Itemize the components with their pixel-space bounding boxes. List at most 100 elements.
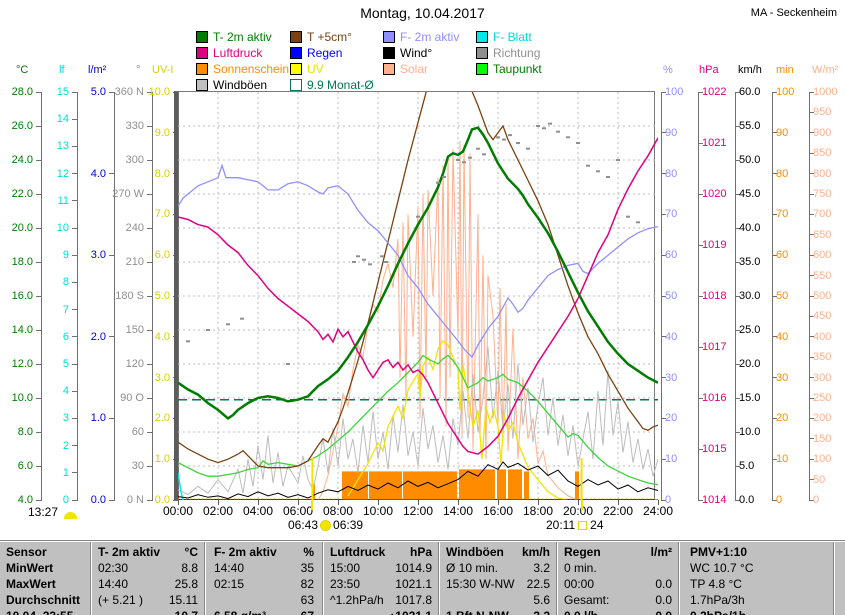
axis-tick bbox=[809, 438, 814, 440]
legend-item: T- 2m aktiv bbox=[196, 29, 290, 45]
axis-tick-label: 0.0 bbox=[90, 494, 106, 506]
axis-tick bbox=[772, 173, 777, 175]
axis-tick bbox=[698, 346, 703, 348]
axis-tick bbox=[72, 417, 77, 419]
legend-item: T +5cm° bbox=[290, 29, 383, 45]
axis-tick bbox=[809, 479, 814, 481]
table-cell-left: 00:00 bbox=[564, 577, 595, 591]
wind-direction-dot bbox=[542, 127, 546, 130]
table-cell-value: 82 bbox=[300, 577, 314, 591]
table-cell-value: 22.5 bbox=[526, 577, 550, 591]
wind-direction-dot bbox=[566, 136, 570, 139]
axis-tick bbox=[809, 315, 814, 317]
table-header-unit: % bbox=[303, 545, 314, 559]
axis-tick-label: 15 bbox=[56, 86, 69, 98]
table-header-cell: F- 2m aktiv% bbox=[214, 545, 314, 559]
axis-tick-label: 900 bbox=[813, 126, 832, 139]
sunset-annotation: 20:11 24 bbox=[546, 518, 604, 532]
legend-label: Solar bbox=[400, 62, 429, 76]
axis-tick-label: 1015 bbox=[702, 443, 727, 455]
axis-unit-km/h: km/h bbox=[738, 64, 762, 76]
axis-tick-label: 6.0 bbox=[154, 249, 170, 262]
axis-tick-label: 8.0 bbox=[154, 167, 170, 180]
axis-tick bbox=[72, 472, 77, 474]
axis-tick bbox=[809, 234, 814, 236]
axis-tick bbox=[147, 397, 152, 399]
table-row-label: Durchschnitt bbox=[6, 593, 81, 607]
xaxis-label: 04:00 bbox=[242, 504, 274, 518]
axis-tick-label: 14 bbox=[56, 113, 69, 126]
table-row-label: 10.04, 23:55 bbox=[6, 609, 86, 615]
xaxis-label: 20:00 bbox=[562, 504, 594, 518]
legend-color-box bbox=[476, 31, 488, 43]
axis-tick bbox=[72, 173, 77, 175]
axis-tick-label: 360 N bbox=[114, 86, 144, 98]
table-header-cell: T- 2m aktiv °C bbox=[98, 545, 198, 559]
axis-tick-label: 1.0 bbox=[154, 453, 170, 466]
axis-line-l/m² bbox=[114, 92, 115, 501]
sunrise-sun-icon bbox=[321, 520, 331, 530]
axis-tick bbox=[661, 91, 666, 93]
legend-color-box bbox=[476, 63, 488, 75]
sunset-marker bbox=[581, 500, 583, 510]
axis-tick bbox=[698, 193, 703, 195]
axis-tick-label: 0 bbox=[665, 494, 672, 506]
axis-tick bbox=[809, 254, 814, 256]
axis-tick-label: 70 bbox=[665, 208, 678, 221]
axis-tick bbox=[147, 125, 152, 127]
axis-tick bbox=[698, 448, 703, 450]
xaxis-label: 00:00 bbox=[162, 504, 194, 518]
table-cell: 14:40 25.8 bbox=[98, 577, 198, 591]
axis-tick bbox=[698, 499, 703, 501]
axis-tick-label: 60 bbox=[665, 249, 678, 262]
sunrise-time-civil: 06:43 bbox=[288, 518, 319, 532]
table-cell-value: 1021.1 bbox=[395, 577, 432, 591]
axis-tick-label: 4 bbox=[62, 385, 69, 398]
sunshine-total-time: 13:27 bbox=[28, 505, 59, 519]
axis-tick bbox=[72, 200, 77, 202]
xaxis-tick bbox=[618, 500, 619, 505]
table-cell: Gesamt: 0.0 bbox=[564, 593, 672, 607]
axis-tick-label: 400 bbox=[813, 330, 832, 343]
axis-line-°C bbox=[41, 92, 42, 501]
legend-color-box bbox=[196, 63, 208, 75]
table-cell: 0.2hPa/1h bbox=[690, 609, 830, 615]
table-cell: ^1.2hPa/h 1017.8 bbox=[330, 593, 432, 607]
sunshine-block bbox=[313, 483, 315, 500]
table-cell-value: 5.6 bbox=[533, 593, 550, 607]
station-label: MA - Seckenheim bbox=[750, 7, 837, 19]
xaxis-tick bbox=[418, 500, 419, 505]
legend-color-box bbox=[476, 47, 488, 59]
axis-tick bbox=[735, 91, 740, 93]
axis-tick bbox=[772, 499, 777, 501]
axis-tick-label: 1016 bbox=[702, 392, 727, 404]
series-fblatt bbox=[178, 472, 184, 500]
axis-tick-label: 180 S bbox=[115, 290, 144, 302]
axis-tick-label: 40.0 bbox=[739, 222, 761, 234]
table-cell-value: ↑1021.1 bbox=[389, 609, 432, 615]
axis-tick-label: 10.0 bbox=[148, 86, 170, 98]
legend-color-box bbox=[196, 31, 208, 43]
table-cell: 5.6 bbox=[446, 593, 550, 607]
axis-tick-label: 650 bbox=[813, 228, 832, 241]
legend-item: Luftdruck bbox=[196, 45, 290, 61]
axis-tick-label: 9.0 bbox=[154, 126, 170, 139]
table-cell: ↑1021.1 bbox=[330, 609, 432, 615]
table-cell-left: Ø 10 min. bbox=[446, 561, 499, 575]
axis-tick bbox=[698, 142, 703, 144]
axis-unit-UV-I: UV-I bbox=[152, 64, 174, 76]
axis-tick-label: 11 bbox=[57, 194, 69, 207]
axis-tick bbox=[661, 132, 666, 134]
axis-tick bbox=[735, 397, 740, 399]
axis-tick-label: 40 bbox=[776, 330, 789, 343]
legend-color-box bbox=[290, 31, 302, 43]
axis-tick-label: 1.0 bbox=[90, 412, 106, 425]
xaxis-label: 06:00 bbox=[282, 504, 314, 518]
axis-tick bbox=[36, 159, 41, 161]
table-cell: 15:30 W-NW 22.5 bbox=[446, 577, 550, 591]
table-cell-value: 1017.8 bbox=[395, 593, 432, 607]
table-cell-left: 1.7hPa/3h bbox=[690, 593, 745, 607]
legend-color-box bbox=[383, 47, 395, 59]
axis-tick bbox=[661, 336, 666, 338]
table-cell: (+ 5.21 ) 15.11 bbox=[98, 593, 198, 607]
